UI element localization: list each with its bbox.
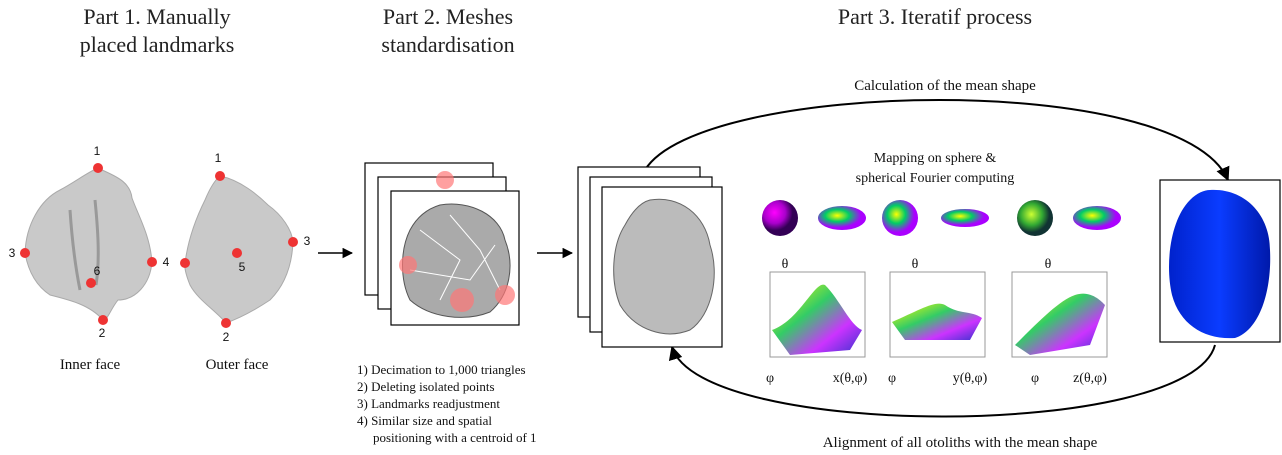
mesh-edges [409,214,501,301]
phi-label: φ [888,371,896,386]
landmark-number: 2 [223,330,230,344]
landmark-number: 2 [99,326,106,340]
landmark-number: 5 [239,260,246,274]
function-label: z(θ,φ) [1073,371,1107,386]
landmark-number: 6 [94,264,101,278]
step: 1) Decimation to 1,000 triangles [357,362,526,377]
landmark-number: 3 [304,234,311,248]
otolith-relief [68,199,100,291]
part1-title: placed landmarks [80,32,235,57]
part2-title: Part 2. Meshes [383,4,513,29]
landmark-number: 1 [94,144,101,158]
mean-shape [1169,189,1271,339]
mapped-shape [941,209,989,227]
top-label: Calculation of the mean shape [854,78,1036,94]
landmark-number: 4 [163,255,170,269]
sphere [1017,200,1053,236]
theta-label: θ [912,257,919,272]
part3-title: Part 3. Iteratif process [838,4,1032,29]
landmark-number: 3 [9,246,16,260]
part1-title: Part 1. Manually [83,4,230,29]
inner-otolith [24,167,153,321]
step: 3) Landmarks readjustment [357,396,500,411]
outer-face-label: Outer face [206,357,269,373]
sphere [762,200,798,236]
mapped-shape [1073,206,1121,230]
loop-arrow [644,99,1230,182]
mesh-landmarks [399,171,515,312]
step: positioning with a centroid of 1 [373,430,537,445]
smooth-otolith [613,198,715,335]
mapping-label: Mapping on sphere & [874,151,997,166]
function-label: x(θ,φ) [833,371,868,386]
loop-arrow [668,344,1216,418]
landmark-number: 1 [215,151,222,165]
function-label: y(θ,φ) [953,371,988,386]
bottom-label: Alignment of all otoliths with the mean … [823,435,1098,451]
part2-title: standardisation [381,32,514,57]
mapped-shape [818,206,866,230]
sphere [882,200,918,236]
mapping-label: spherical Fourier computing [856,171,1015,186]
landmarks [20,163,298,328]
plot [769,271,1108,358]
inner-face-label: Inner face [60,357,121,373]
mesh [402,203,511,318]
theta-label: θ [782,257,789,272]
phi-label: φ [766,371,774,386]
step: 2) Deleting isolated points [357,379,495,394]
step: 4) Similar size and spatial [357,413,492,428]
theta-label: θ [1045,257,1052,272]
phi-label: φ [1031,371,1039,386]
